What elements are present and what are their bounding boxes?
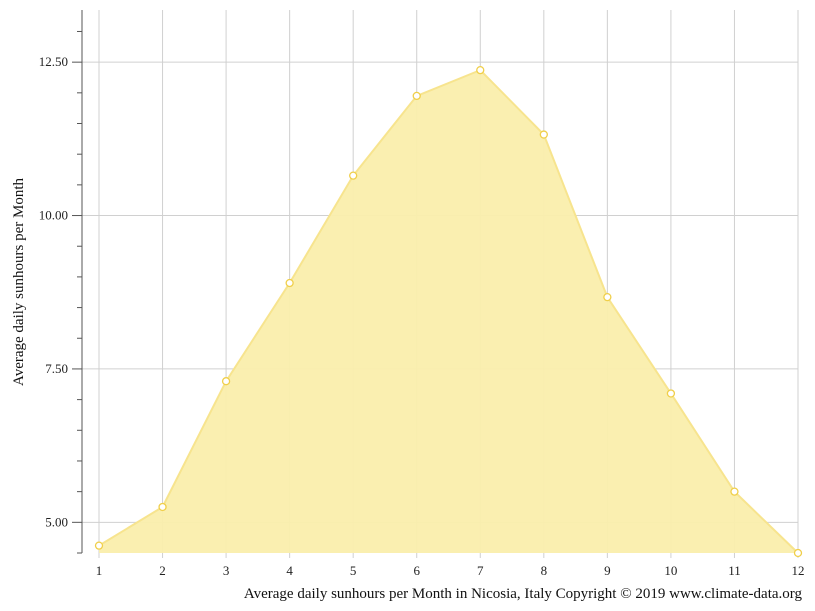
x-tick-label-1: 1 bbox=[96, 563, 103, 578]
data-point-month-3 bbox=[221, 377, 231, 386]
data-points bbox=[94, 65, 803, 558]
data-point-month-9 bbox=[603, 292, 612, 302]
data-point-month-10 bbox=[666, 389, 676, 398]
data-point-month-2 bbox=[158, 502, 167, 512]
data-point-month-6 bbox=[412, 91, 421, 101]
y-tick-label-10.00: 10.00 bbox=[39, 208, 68, 223]
data-point-month-1 bbox=[94, 541, 104, 550]
x-tick-label-5: 5 bbox=[350, 563, 357, 578]
x-tick-label-3: 3 bbox=[223, 563, 230, 578]
y-tick-label-12.50: 12.50 bbox=[39, 54, 68, 69]
x-tick-label-6: 6 bbox=[413, 563, 420, 578]
data-point-month-5 bbox=[349, 171, 358, 180]
data-point-month-11 bbox=[730, 487, 739, 496]
x-tick-label-10: 10 bbox=[664, 563, 677, 578]
area-fill bbox=[99, 70, 798, 553]
area-series bbox=[98, 68, 799, 554]
x-axis-title: Average daily sunhours per Month in Nico… bbox=[244, 586, 803, 602]
x-tick-label-11: 11 bbox=[728, 563, 741, 578]
data-point-month-4 bbox=[285, 278, 294, 288]
x-tick-label-2: 2 bbox=[159, 563, 166, 578]
data-point-month-7 bbox=[476, 65, 485, 75]
x-tick-label-4: 4 bbox=[286, 563, 293, 578]
x-tick-label-7: 7 bbox=[477, 563, 484, 578]
axes bbox=[72, 10, 83, 554]
x-tick-label-12: 12 bbox=[792, 563, 805, 578]
series-line bbox=[98, 68, 799, 554]
y-axis-title: Average daily sunhours per Month bbox=[11, 178, 27, 387]
y-tick-label-7.50: 7.50 bbox=[45, 361, 68, 376]
data-point-month-8 bbox=[539, 130, 548, 139]
x-tick-label-9: 9 bbox=[604, 563, 611, 578]
x-tick-label-8: 8 bbox=[541, 563, 548, 578]
data-point-month-12 bbox=[793, 548, 803, 558]
y-tick-label-5.00: 5.00 bbox=[45, 514, 68, 529]
